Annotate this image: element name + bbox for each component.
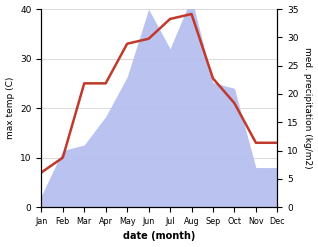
Y-axis label: max temp (C): max temp (C) — [5, 77, 15, 139]
X-axis label: date (month): date (month) — [123, 231, 196, 242]
Y-axis label: med. precipitation (kg/m2): med. precipitation (kg/m2) — [303, 47, 313, 169]
